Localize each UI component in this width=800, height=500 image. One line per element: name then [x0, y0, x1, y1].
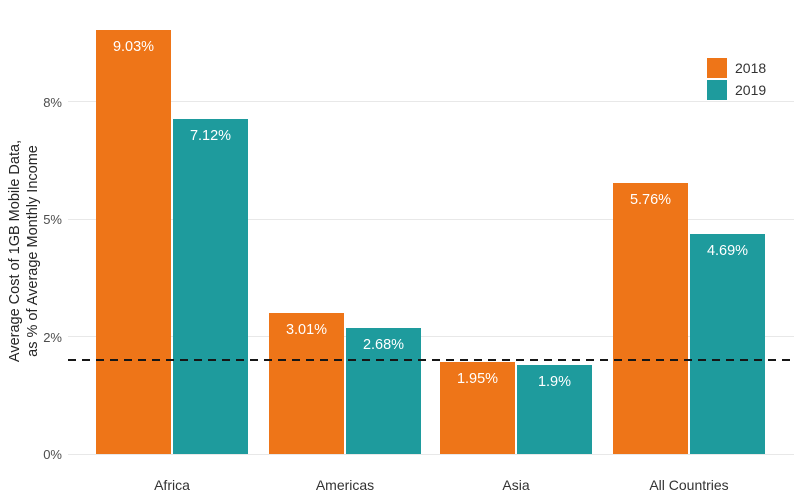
- x-tick-label-asia: Asia: [502, 477, 530, 493]
- bar-africa-2019: 7.12%: [173, 119, 248, 454]
- y-tick-label: 5%: [43, 212, 62, 227]
- bar-value-label: 9.03%: [112, 38, 155, 55]
- x-tick-label-africa: Africa: [154, 477, 190, 493]
- y-gridline-0%: [68, 453, 794, 455]
- y-tick-label: 8%: [43, 94, 62, 110]
- y-axis-title: Average Cost of 1GB Mobile Data, as % of…: [7, 104, 43, 398]
- y-gridline-8%: [68, 101, 794, 102]
- bar-value-label: 2.68%: [362, 337, 405, 354]
- bar-americas-2018: 3.01%: [269, 312, 344, 454]
- bar-all-countries-2019: 4.69%: [690, 233, 765, 454]
- bar-asia-2019: 1.9%: [517, 364, 592, 454]
- y-gridline-5%: [68, 218, 794, 220]
- y-tick-label: 2%: [43, 329, 62, 345]
- bar-value-label: 3.01%: [285, 321, 328, 338]
- y-axis-title-line1: Average Cost of 1GB Mobile Data,: [7, 139, 23, 363]
- x-tick-label-americas: Americas: [315, 477, 375, 493]
- bar-all-countries-2018: 5.76%: [613, 183, 688, 454]
- legend-swatch-2018: [707, 58, 727, 78]
- x-tick-label-all-countries: All Countries: [649, 477, 729, 493]
- y-axis-title-line2: as % of Average Monthly Income: [24, 145, 41, 357]
- bar-value-label: 1.95%: [456, 371, 499, 388]
- legend-label-2019: 2019: [735, 82, 767, 98]
- legend-swatch-2019: [707, 80, 727, 100]
- bar-value-label: 4.69%: [706, 242, 749, 259]
- bar-value-label: 1.9%: [537, 373, 572, 390]
- y-gridline-2%: [68, 336, 794, 337]
- affordability-target-reference-line: [68, 359, 795, 361]
- bar-value-label: 5.76%: [629, 192, 672, 209]
- y-tick-label: 0%: [43, 447, 62, 462]
- legend-label-2018: 2018: [735, 60, 767, 76]
- bar-americas-2019: 2.68%: [346, 328, 421, 454]
- bar-asia-2018: 1.95%: [440, 362, 515, 454]
- bar-value-label: 7.12%: [189, 128, 232, 145]
- bar-africa-2018: 9.03%: [96, 29, 171, 454]
